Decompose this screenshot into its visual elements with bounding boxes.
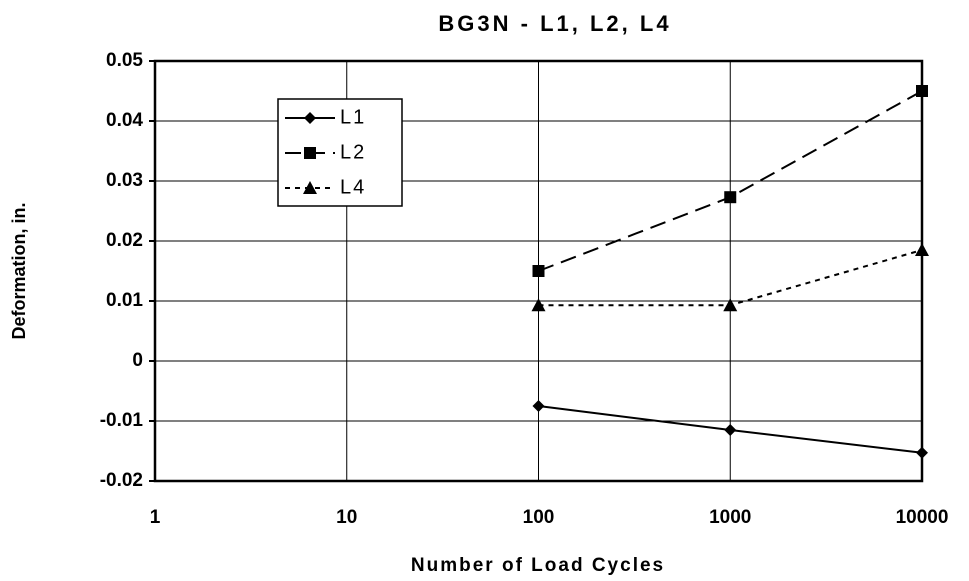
marker [531, 298, 546, 312]
marker [532, 265, 545, 277]
y-tick-label: 0 [132, 350, 143, 371]
legend: L1 L2 L4 [277, 98, 403, 207]
x-tick-label: 10000 [896, 507, 949, 528]
marker [303, 181, 317, 194]
y-tick-label: 0.03 [106, 170, 143, 191]
marker [724, 424, 737, 436]
chart-title: BG3N - L1, L2, L4 [438, 11, 671, 36]
marker [532, 400, 545, 412]
y-tick-label: 0.02 [106, 230, 143, 251]
marker [304, 112, 316, 124]
y-tick-label: 0.01 [106, 290, 143, 311]
marker [304, 147, 316, 159]
marker [916, 446, 928, 459]
x-tick-label: 1 [150, 507, 161, 528]
marker [724, 191, 737, 204]
marker [915, 243, 929, 256]
y-tick-label: -0.02 [100, 470, 143, 491]
y-tick-label: 0.04 [106, 110, 143, 131]
legend-label: L1 [340, 106, 366, 128]
y-tick-label: 0.05 [106, 50, 143, 71]
legend-label: L4 [340, 176, 366, 198]
legend-label: L2 [340, 141, 366, 163]
x-tick-label: 10 [336, 507, 357, 528]
marker [916, 85, 928, 97]
marker [723, 298, 738, 312]
x-tick-label: 1000 [709, 507, 751, 528]
y-tick-label: -0.01 [100, 410, 144, 431]
plot-border [153, 59, 924, 483]
x-tick-label: 100 [523, 507, 555, 528]
x-axis-label: Number of Load Cycles [411, 555, 665, 576]
y-axis-label: Deformation, in. [9, 202, 29, 339]
